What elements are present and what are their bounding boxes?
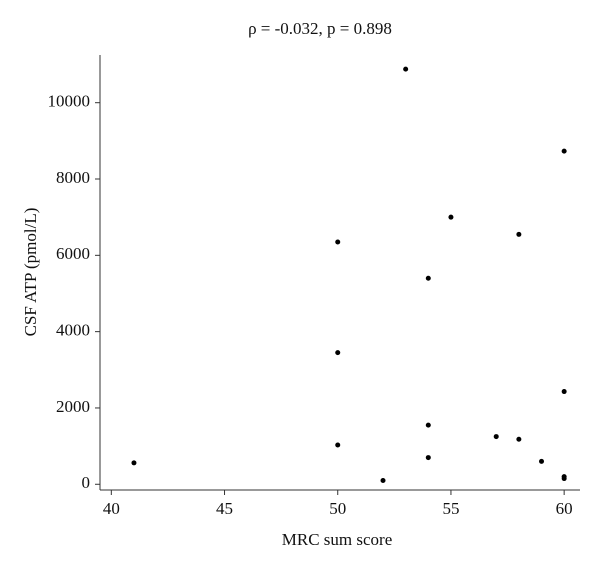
- y-tick-label: 2000: [56, 397, 90, 416]
- point: [539, 458, 545, 464]
- point: [561, 474, 567, 480]
- point: [335, 350, 341, 356]
- x-tick-label: 60: [556, 499, 573, 518]
- point: [335, 239, 341, 245]
- point: [493, 434, 499, 440]
- point: [131, 460, 137, 466]
- y-tick-label: 4000: [56, 321, 90, 340]
- point: [425, 275, 431, 281]
- point: [380, 477, 386, 483]
- y-tick-label: 6000: [56, 244, 90, 263]
- point: [425, 455, 431, 461]
- x-tick-label: 50: [329, 499, 346, 518]
- point: [516, 231, 522, 237]
- x-axis-label: MRC sum score: [282, 530, 393, 549]
- point: [516, 436, 522, 442]
- y-axis-label: CSF ATP (pmol/L): [21, 208, 40, 337]
- point: [448, 214, 454, 220]
- point: [335, 442, 341, 448]
- chart-title: ρ = -0.032, p = 0.898: [248, 19, 392, 38]
- x-tick-label: 55: [442, 499, 459, 518]
- y-tick-label: 8000: [56, 168, 90, 187]
- point: [561, 148, 567, 154]
- x-tick-label: 40: [103, 499, 120, 518]
- y-tick-label: 10000: [48, 92, 91, 111]
- x-tick-label: 45: [216, 499, 233, 518]
- point: [561, 389, 567, 395]
- point: [425, 422, 431, 428]
- point: [403, 66, 409, 72]
- y-tick-label: 0: [82, 473, 91, 492]
